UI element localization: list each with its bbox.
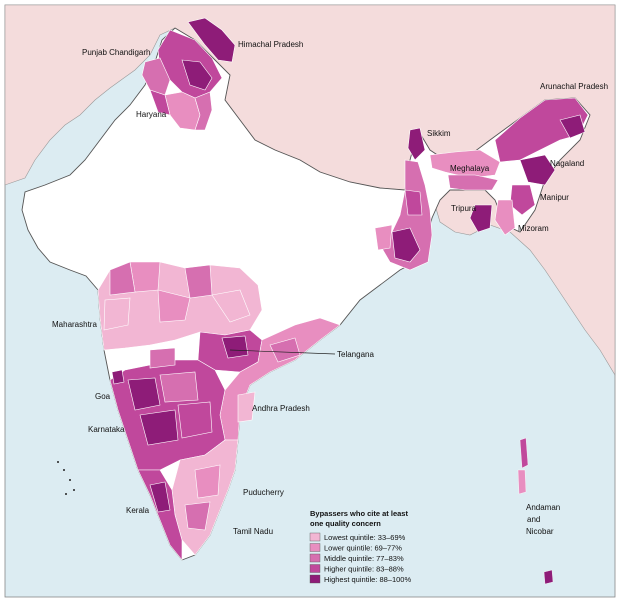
label-haryana: Haryana bbox=[136, 110, 167, 119]
legend-swatch bbox=[309, 532, 321, 542]
lakshadweep-dots bbox=[57, 461, 75, 495]
north-states-region bbox=[141, 17, 236, 131]
telangana-leader-line bbox=[229, 349, 336, 355]
label-punjab-chandigarh: Punjab Chandigarh bbox=[82, 48, 151, 57]
legend-swatch bbox=[309, 543, 321, 552]
legend-title-line2: one quality concern bbox=[310, 519, 381, 528]
label-tripura: Tripura bbox=[451, 204, 477, 213]
west-bengal-region bbox=[374, 159, 433, 271]
label-sikkim: Sikkim bbox=[427, 129, 451, 138]
legend-item-label: Middle quintile: 77–83% bbox=[324, 554, 404, 563]
southern-peninsula-region bbox=[97, 261, 341, 561]
label-andhra-pradesh: Andhra Pradesh bbox=[252, 404, 310, 413]
legend-swatch bbox=[309, 574, 321, 584]
northeast-states-region bbox=[407, 97, 589, 236]
legend-swatch bbox=[309, 553, 321, 563]
label-himachal-pradesh: Himachal Pradesh bbox=[238, 40, 303, 49]
label-nagaland: Nagaland bbox=[550, 159, 584, 168]
legend-item-label: Lower quintile: 69–77% bbox=[324, 544, 402, 553]
legend-title-line1: Bypassers who cite at least bbox=[310, 509, 408, 518]
label-kerala: Kerala bbox=[126, 506, 150, 515]
label-andaman-line1: Andaman bbox=[526, 503, 560, 512]
legend-item-label: Highest quintile: 88–100% bbox=[324, 575, 411, 584]
legend-item-label: Lowest quintile: 33–69% bbox=[324, 533, 406, 542]
label-telangana: Telangana bbox=[337, 350, 374, 359]
label-mizoram: Mizoram bbox=[518, 224, 549, 233]
label-manipur: Manipur bbox=[540, 193, 569, 202]
label-meghalaya: Meghalaya bbox=[450, 164, 490, 173]
label-goa: Goa bbox=[95, 392, 111, 401]
label-andaman-line2: and bbox=[527, 515, 540, 524]
label-puducherry: Puducherry bbox=[243, 488, 284, 497]
label-maharashtra: Maharashtra bbox=[52, 320, 97, 329]
andaman-nicobar-islands bbox=[517, 437, 554, 585]
legend-item-label: Higher quintile: 83–88% bbox=[324, 565, 404, 574]
legend-swatch bbox=[309, 564, 321, 573]
label-arunachal-pradesh: Arunachal Pradesh bbox=[540, 82, 608, 91]
legend: Bypassers who cite at least one quality … bbox=[309, 509, 411, 584]
label-karnataka: Karnataka bbox=[88, 425, 125, 434]
legend-items: Lowest quintile: 33–69% Lower quintile: 6… bbox=[309, 532, 411, 584]
label-andaman-line3: Nicobar bbox=[526, 527, 554, 536]
label-tamil-nadu: Tamil Nadu bbox=[233, 527, 273, 536]
